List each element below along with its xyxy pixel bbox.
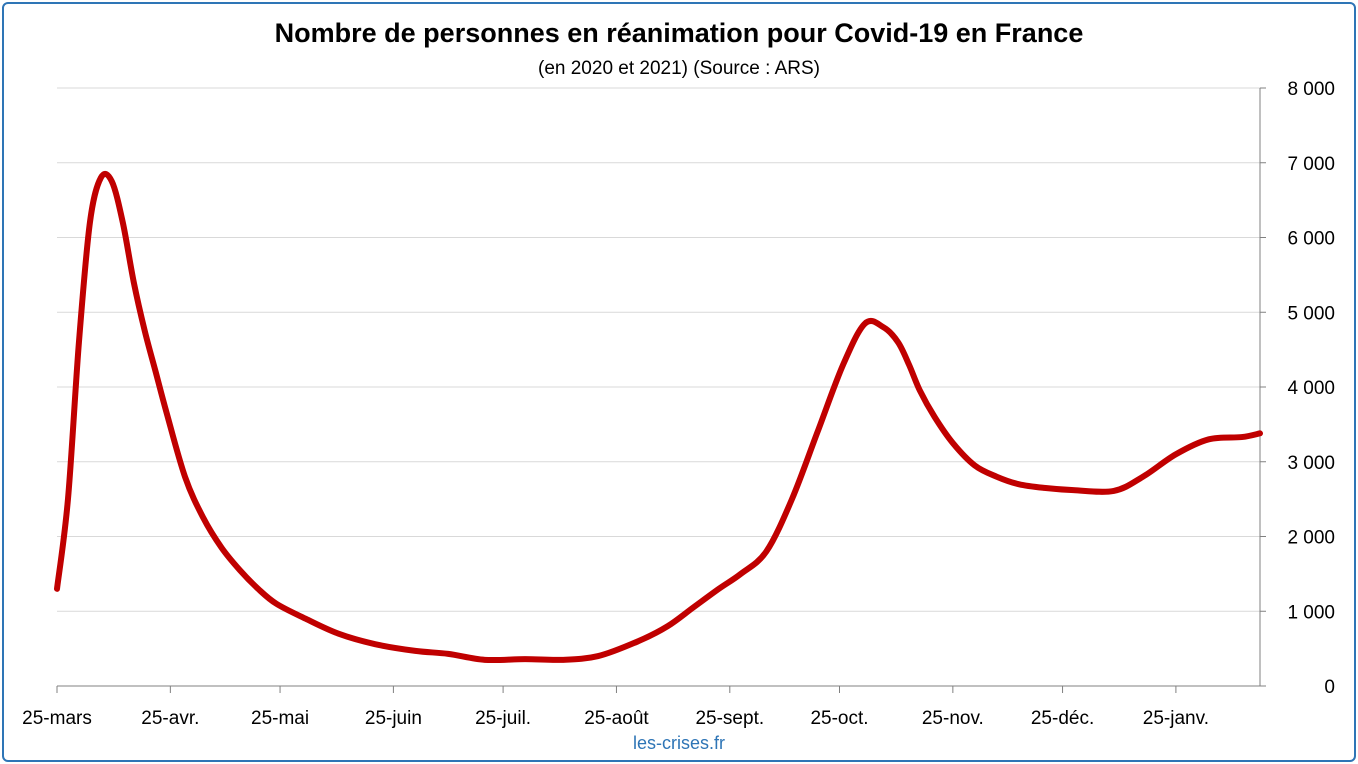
axes bbox=[56, 87, 1266, 693]
y-tick-label: 7 000 bbox=[1287, 154, 1335, 175]
x-tick-label: 25-déc. bbox=[1031, 708, 1094, 729]
y-tick-label: 6 000 bbox=[1287, 229, 1335, 250]
series-group bbox=[54, 170, 1263, 664]
chart-title: Nombre de personnes en réanimation pour … bbox=[274, 18, 1084, 48]
x-tick-label: 25-mars bbox=[22, 708, 92, 729]
y-tick-label: 5 000 bbox=[1287, 303, 1335, 324]
x-tick-label: 25-nov. bbox=[922, 708, 984, 729]
y-tick-label: 4 000 bbox=[1287, 378, 1335, 399]
gridlines bbox=[57, 87, 1260, 612]
x-tick-label: 25-août bbox=[584, 708, 649, 729]
y-tick-label: 8 000 bbox=[1287, 79, 1335, 100]
x-axis-ticks: 25-mars 25-avr. 25-mai 25-juin 25-juil. 25-ao… bbox=[22, 708, 1209, 729]
y-tick-label: 3 000 bbox=[1287, 453, 1335, 474]
y-axis-ticks: 0 1 000 2 000 3 000 4 000 5 000 6 000 7 000 8 00… bbox=[1287, 79, 1335, 698]
x-tick-label: 25-mai bbox=[251, 708, 309, 729]
y-tick-label: 2 000 bbox=[1287, 528, 1335, 549]
series-line bbox=[54, 170, 1263, 664]
x-tick-label: 25-sept. bbox=[695, 708, 764, 729]
x-tick-label: 25-oct. bbox=[810, 708, 868, 729]
x-tick-label: 25-juin bbox=[365, 708, 422, 729]
x-tick-label: 25-juil. bbox=[475, 708, 531, 729]
y-tick-label: 1 000 bbox=[1287, 602, 1335, 623]
chart-subtitle: (en 2020 et 2021) (Source : ARS) bbox=[538, 58, 820, 79]
source-credit: les-crises.fr bbox=[632, 733, 725, 753]
x-tick-label: 25-avr. bbox=[141, 708, 199, 729]
x-tick-label: 25-janv. bbox=[1143, 708, 1209, 729]
y-tick-label: 0 bbox=[1324, 677, 1335, 698]
